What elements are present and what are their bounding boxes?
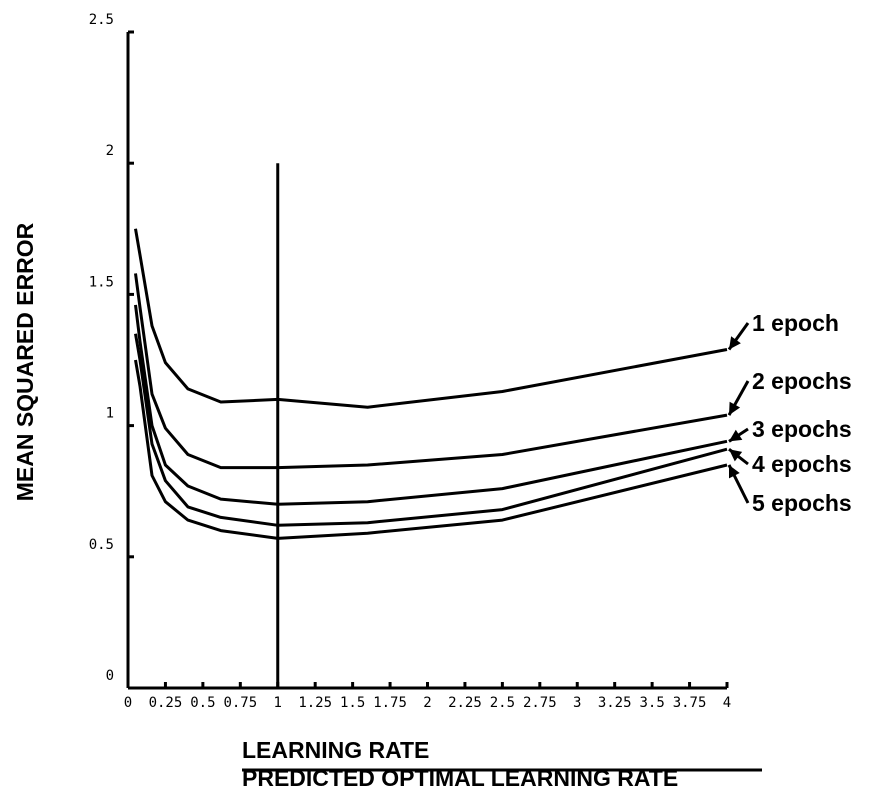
y-tick-label: 0: [106, 668, 114, 684]
legend-label: 1 epoch: [752, 310, 839, 336]
y-tick-label: 1: [106, 406, 114, 422]
x-tick-label: 2: [423, 695, 431, 711]
x-tick-label: 2.25: [448, 695, 482, 711]
x-tick-label: 4: [723, 695, 731, 711]
legend-label: 3 epochs: [752, 416, 852, 442]
series-lines: [134, 228, 728, 540]
series-line-2-epochs: [134, 273, 728, 470]
legend-label: 5 epochs: [752, 490, 852, 516]
legend-arrowhead: [728, 464, 740, 479]
x-tick-label: 2.5: [490, 695, 515, 711]
y-tick-label: 2.5: [89, 12, 114, 28]
y-ticks: 0 0.5 1 1.5 2 2.5: [89, 12, 134, 690]
legend-arrowhead: [729, 401, 741, 416]
x-tick-label: 3.25: [598, 695, 632, 711]
y-tick-label: 2: [106, 143, 114, 159]
series-line-4-epochs: [134, 333, 728, 527]
y-tick-label: 1.5: [89, 274, 114, 290]
x-ticks: 0 0.25 0.5 0.75 1 1.25 1.5 1.75 2 2.25 2.5 2.75 3 3.2…: [124, 682, 731, 711]
series-line-3-epochs: [134, 304, 728, 506]
legend-arrowhead: [729, 336, 741, 350]
x-tick-label: 1.75: [373, 695, 407, 711]
axes: [126, 32, 727, 690]
x-tick-label: 1.5: [340, 695, 365, 711]
x-tick-label: 0.5: [190, 695, 215, 711]
series-line-1-epoch: [134, 228, 728, 409]
x-tick-label: 3.75: [673, 695, 707, 711]
series-line-5-epochs: [134, 359, 728, 540]
legend-label: 2 epochs: [752, 368, 852, 394]
legend-arrowhead: [729, 449, 743, 462]
x-tick-label: 3.5: [639, 695, 664, 711]
y-axis-title: MEAN SQUARED ERROR: [12, 222, 38, 501]
x-tick-label: 1.25: [298, 695, 332, 711]
x-tick-label: 0: [124, 695, 132, 711]
x-tick-label: 2.75: [523, 695, 557, 711]
x-axis-title: LEARNING RATE: [242, 737, 429, 763]
y-tick-label: 0.5: [89, 537, 114, 553]
x-tick-label: 1: [274, 695, 282, 711]
x-tick-label: 0.75: [223, 695, 257, 711]
legend: 1 epoch 2 epochs 3 epochs 4 epochs 5 epochs: [727, 310, 852, 516]
x-tick-label: 3: [573, 695, 581, 711]
x-tick-label: 0.25: [149, 695, 183, 711]
legend-label: 4 epochs: [752, 451, 852, 477]
legend-arrowhead: [729, 429, 743, 442]
